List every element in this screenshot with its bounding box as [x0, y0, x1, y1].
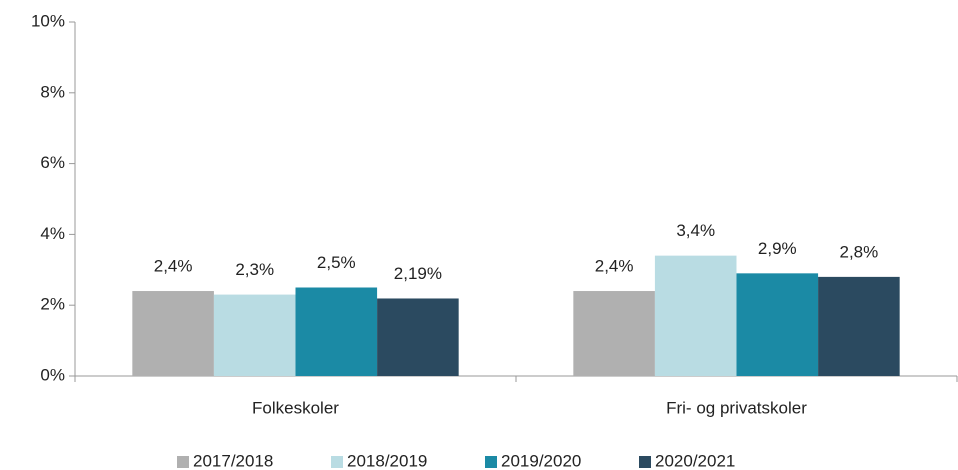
y-tick-label: 2%	[40, 295, 65, 314]
data-label: 2,4%	[154, 257, 193, 276]
legend-label: 2018/2019	[347, 451, 427, 470]
data-label: 2,19%	[394, 264, 442, 283]
legend-swatch	[331, 456, 343, 468]
y-tick-label: 8%	[40, 82, 65, 101]
bar	[132, 291, 214, 376]
data-label: 3,4%	[676, 221, 715, 240]
x-tick-label: Folkeskoler	[252, 398, 339, 417]
bar	[573, 291, 655, 376]
legend-label: 2017/2018	[193, 451, 273, 470]
bar	[377, 298, 459, 376]
legend-label: 2019/2020	[501, 451, 581, 470]
y-tick-label: 0%	[40, 365, 65, 384]
bar	[736, 273, 819, 376]
data-label: 2,5%	[317, 253, 356, 272]
data-label: 2,9%	[758, 239, 797, 258]
y-tick-label: 6%	[40, 153, 65, 172]
bar	[654, 255, 737, 376]
y-tick-label: 4%	[40, 224, 65, 243]
data-label: 2,8%	[840, 242, 879, 261]
legend-swatch	[177, 456, 189, 468]
y-tick-label: 10%	[31, 11, 65, 30]
data-label: 2,4%	[595, 257, 634, 276]
bar	[818, 276, 900, 376]
bar	[213, 294, 296, 376]
bar	[295, 287, 378, 376]
legend-label: 2020/2021	[655, 451, 735, 470]
data-label: 2,3%	[235, 260, 274, 279]
legend-swatch	[639, 456, 651, 468]
x-tick-label: Fri- og privatskoler	[666, 398, 807, 417]
legend-swatch	[485, 456, 497, 468]
